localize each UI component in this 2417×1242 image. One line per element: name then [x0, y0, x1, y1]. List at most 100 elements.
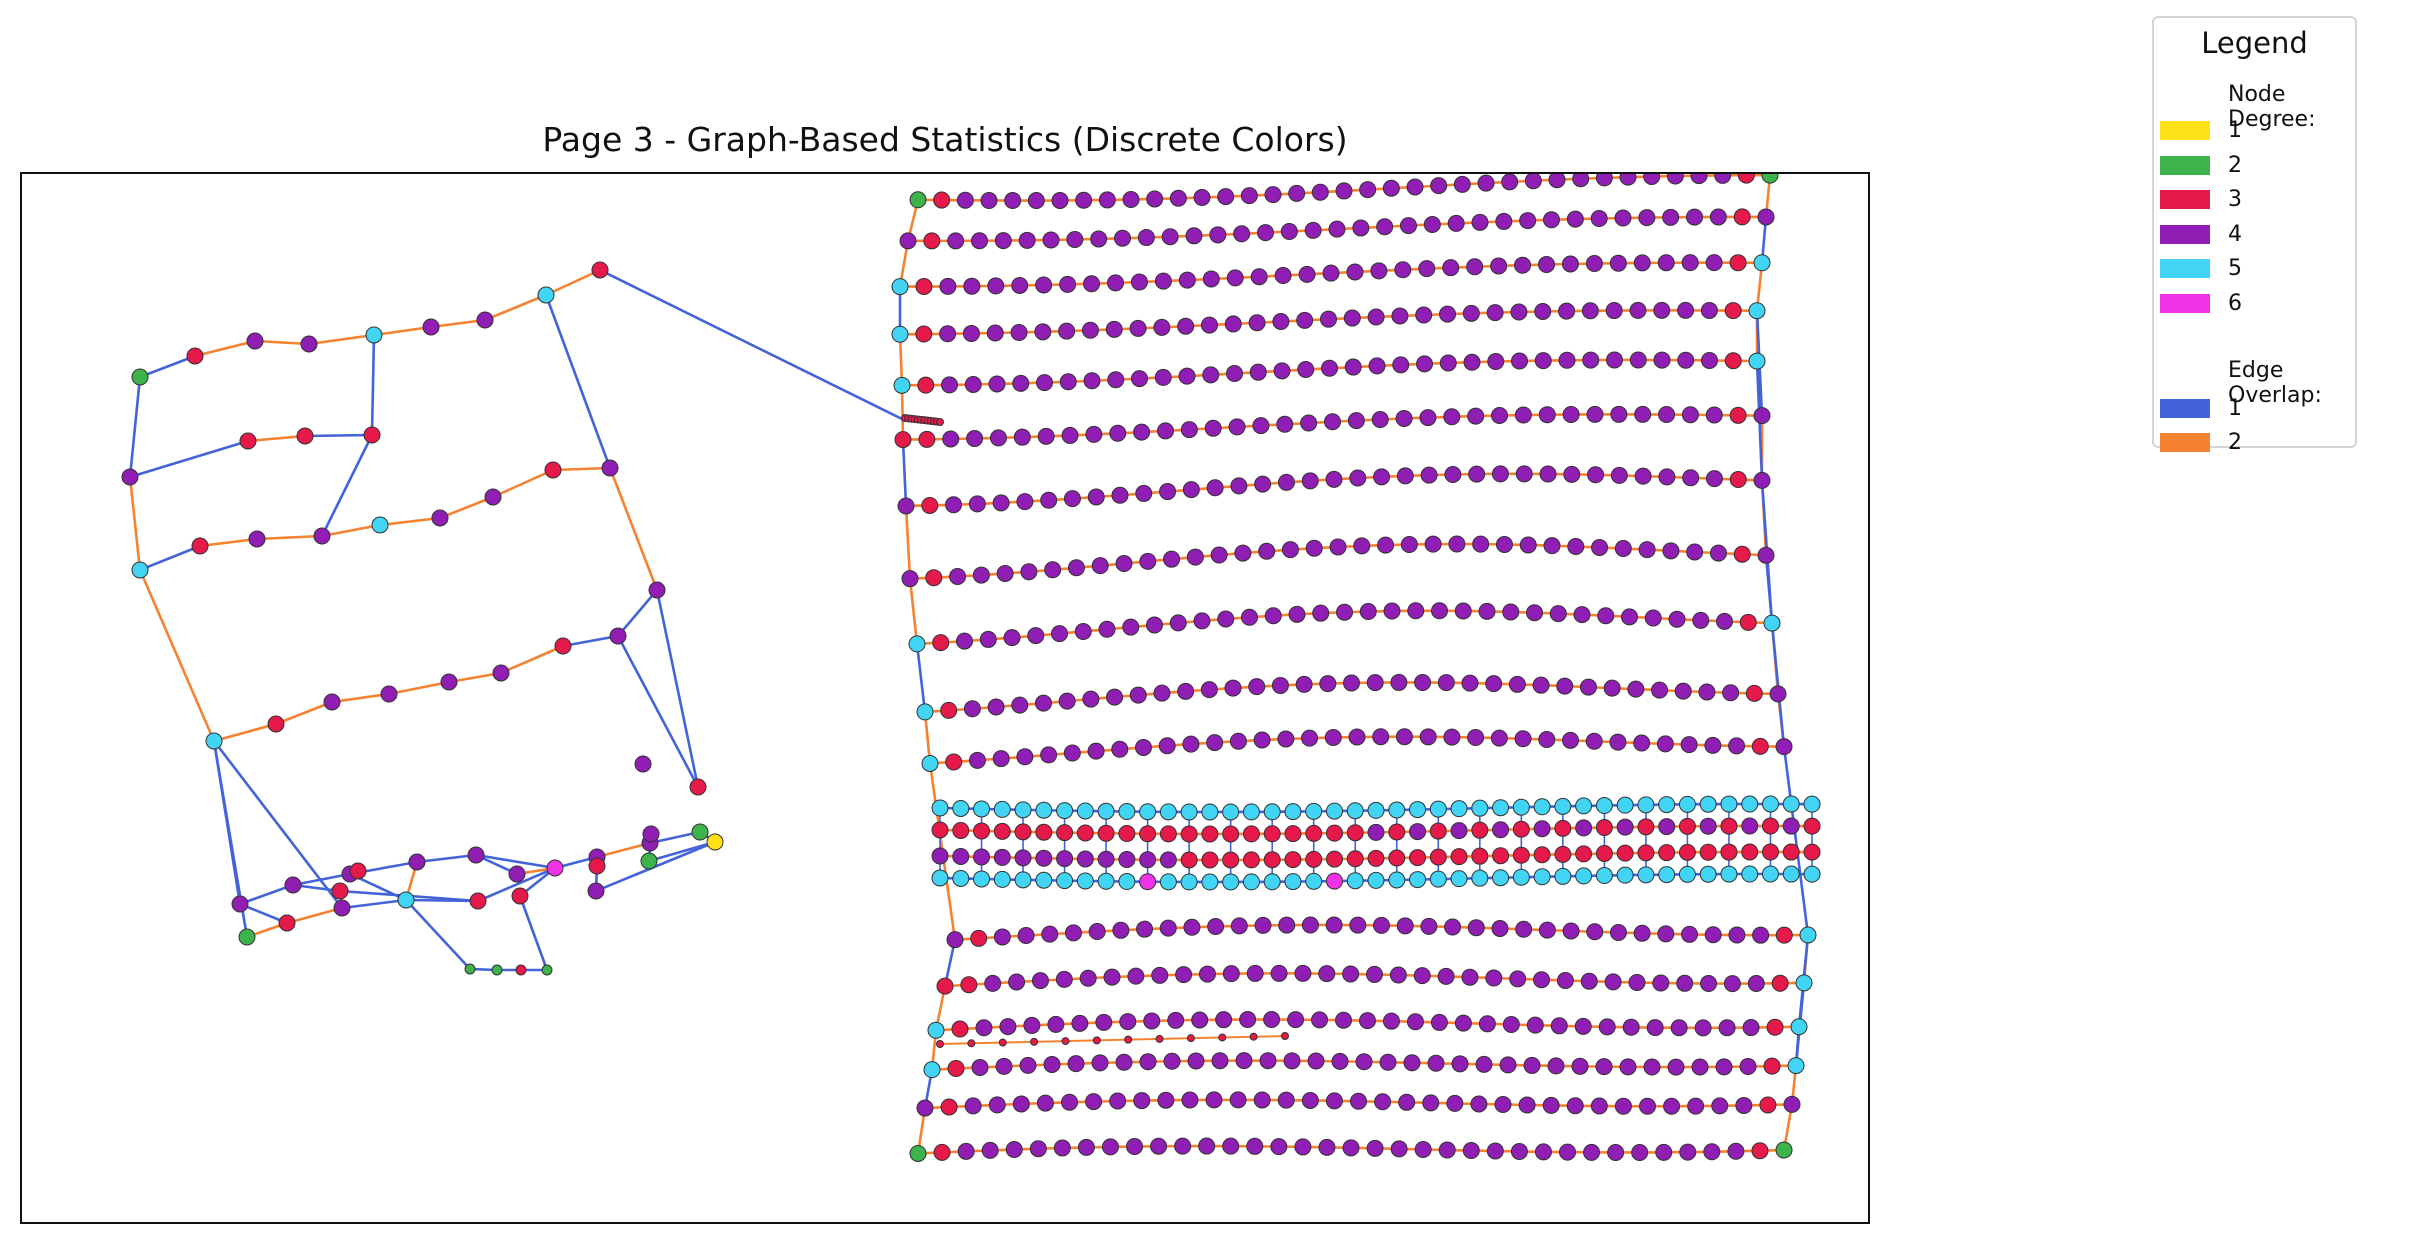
- graph-node: [1036, 1094, 1054, 1112]
- graph-node: [1418, 260, 1436, 278]
- graph-node: [1582, 351, 1600, 369]
- graph-node: [1139, 851, 1157, 869]
- graph-node: [899, 232, 917, 250]
- graph-node: [1035, 849, 1053, 867]
- graph-node: [1682, 469, 1700, 487]
- graph-node: [1242, 851, 1260, 869]
- graph-node: [1430, 177, 1448, 195]
- graph-node: [1761, 795, 1779, 813]
- graph-edge: [331, 692, 390, 704]
- graph-node: [1782, 865, 1800, 883]
- graph-node: [921, 496, 939, 514]
- graph-node: [1318, 965, 1336, 983]
- graph-edge: [254, 339, 310, 346]
- graph-node: [1239, 1011, 1257, 1029]
- graph-node: [1414, 1140, 1432, 1158]
- graph-node: [1076, 872, 1094, 890]
- graph-node: [1346, 824, 1364, 842]
- graph-node: [951, 1020, 969, 1038]
- graph-node: [1242, 825, 1260, 843]
- graph-node: [238, 928, 256, 946]
- graph-node: [1012, 374, 1030, 392]
- graph-node: [1692, 611, 1710, 629]
- graph-node: [1803, 795, 1821, 813]
- graph-node: [1355, 1053, 1373, 1071]
- graph-node: [1619, 174, 1637, 186]
- graph-edge: [430, 318, 486, 329]
- graph-node: [1442, 259, 1460, 277]
- graph-node: [956, 191, 974, 209]
- graph-node: [1478, 602, 1496, 620]
- graph-node: [927, 1021, 945, 1039]
- graph-node: [1258, 542, 1276, 560]
- legend-title: Legend: [2201, 26, 2308, 60]
- graph-node: [1222, 851, 1240, 869]
- graph-node: [1761, 865, 1779, 883]
- graph-node: [1492, 869, 1510, 887]
- graph-node: [1538, 731, 1556, 749]
- graph-node: [1423, 215, 1441, 233]
- graph-node: [1609, 924, 1627, 942]
- graph-node: [186, 347, 204, 365]
- graph-node: [1105, 320, 1123, 338]
- graph-node: [1633, 254, 1651, 272]
- graph-node: [1014, 849, 1032, 867]
- graph-node: [1122, 618, 1140, 636]
- graph-node: [1040, 491, 1058, 509]
- legend-swatch: [2160, 189, 2210, 209]
- graph-node: [1382, 179, 1400, 197]
- graph-node: [952, 799, 970, 817]
- graph-node: [313, 527, 331, 545]
- graph-node: [1198, 965, 1216, 983]
- graph-edge: [518, 895, 549, 971]
- graph-node: [1467, 407, 1485, 425]
- graph-node: [1514, 256, 1532, 274]
- graph-node: [1572, 174, 1590, 188]
- graph-node: [1056, 850, 1074, 868]
- legend-swatch: [2160, 224, 2210, 244]
- graph-node: [1320, 310, 1337, 328]
- graph-node: [1071, 1014, 1089, 1032]
- graph-node: [1097, 802, 1115, 820]
- graph-node: [893, 376, 911, 394]
- graph-node: [1035, 871, 1053, 889]
- graph-node: [1571, 1057, 1589, 1075]
- graph-node: [1590, 1097, 1608, 1115]
- graph-node: [1372, 728, 1390, 746]
- graph-node: [933, 1143, 951, 1161]
- graph-edge: [484, 293, 547, 322]
- graph-node: [1325, 470, 1343, 488]
- graph-edge: [617, 589, 658, 637]
- graph-node: [947, 232, 965, 250]
- graph-node: [1429, 822, 1447, 840]
- graph-node: [1444, 466, 1462, 483]
- graph-node: [1056, 824, 1074, 842]
- graph-node: [1559, 1143, 1576, 1161]
- graph-node: [1034, 323, 1052, 341]
- graph-node: [1782, 843, 1800, 861]
- graph-node: [1614, 1097, 1632, 1115]
- graph-node: [1573, 606, 1591, 624]
- graph-node: [939, 325, 957, 343]
- graph-node: [1491, 919, 1509, 937]
- graph-node: [1133, 1092, 1151, 1110]
- graph-node: [1703, 1143, 1721, 1161]
- graph-node: [1200, 681, 1218, 699]
- graph-node: [936, 418, 944, 426]
- graph-node: [1129, 319, 1147, 337]
- graph-node: [1346, 872, 1364, 890]
- graph-node: [588, 857, 606, 875]
- graph-node: [1663, 1097, 1681, 1115]
- graph-node: [1371, 410, 1389, 428]
- graph-node: [1180, 421, 1198, 439]
- graph-node: [1305, 824, 1323, 842]
- graph-node: [1439, 354, 1457, 372]
- graph-node: [1027, 627, 1045, 645]
- graph-node: [1098, 191, 1116, 209]
- graph-node: [1491, 407, 1509, 425]
- graph-node: [1652, 974, 1670, 992]
- graph-node: [1056, 872, 1074, 890]
- graph-node: [1554, 845, 1572, 863]
- graph-edge: [212, 740, 344, 909]
- graph-node: [1431, 602, 1448, 620]
